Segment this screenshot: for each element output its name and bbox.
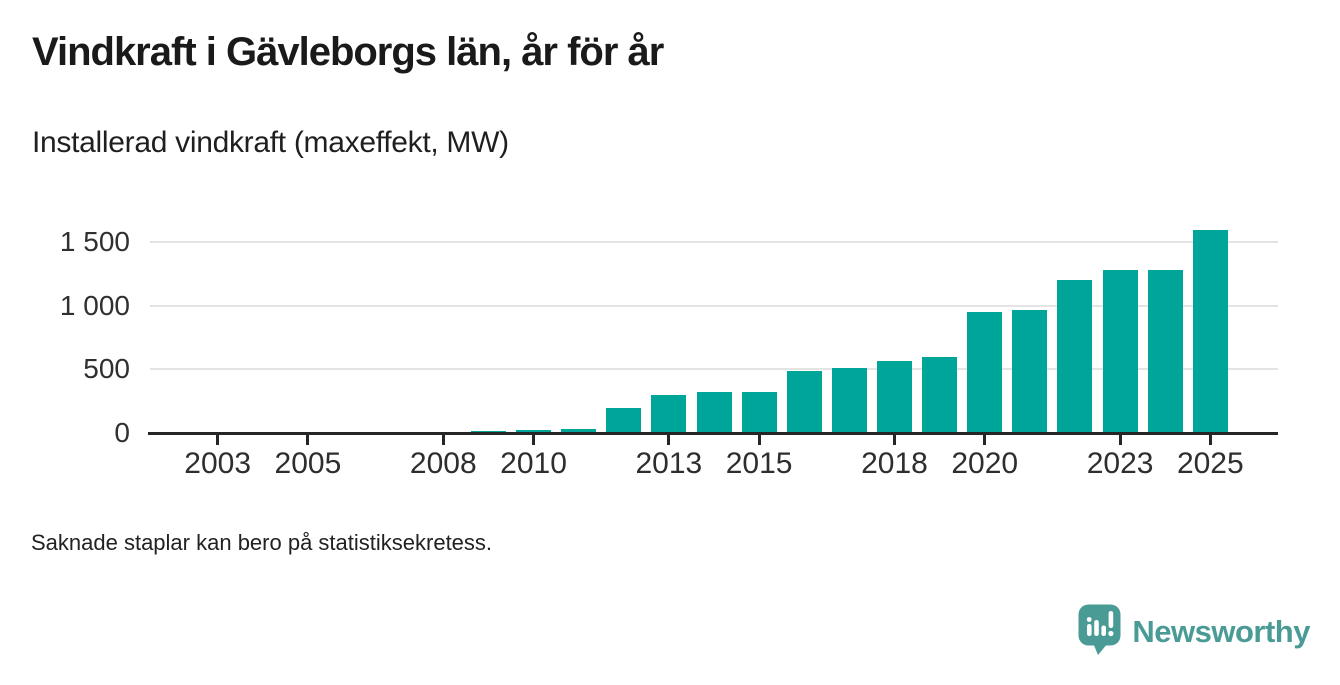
bar-2019 bbox=[922, 357, 958, 433]
bar-2017 bbox=[831, 368, 867, 433]
x-axis-tick bbox=[757, 435, 761, 445]
chart-title: Vindkraft i Gävleborgs län, år för år bbox=[32, 30, 664, 74]
bar-2016 bbox=[786, 371, 822, 433]
bar-2024 bbox=[1147, 270, 1183, 433]
x-axis-label: 2023 bbox=[1086, 447, 1154, 480]
x-axis-tick bbox=[306, 435, 310, 445]
bar-2011 bbox=[561, 429, 597, 433]
bar-2018 bbox=[876, 361, 912, 433]
x-axis-tick bbox=[983, 435, 987, 445]
bar-2014 bbox=[696, 392, 732, 433]
x-axis-label: 2010 bbox=[500, 447, 567, 480]
bar-2023 bbox=[1102, 270, 1138, 433]
x-axis-tick bbox=[667, 435, 671, 445]
x-axis-tick bbox=[216, 435, 220, 445]
x-axis-label: 2003 bbox=[184, 447, 252, 480]
bar-2013 bbox=[651, 395, 687, 433]
bar-2020 bbox=[967, 312, 1003, 433]
y-axis-label: 500 bbox=[83, 353, 130, 385]
y-axis-label: 0 bbox=[114, 417, 130, 448]
newsworthy-speech-bubble-chart-icon bbox=[1077, 603, 1122, 661]
bar-2012 bbox=[606, 408, 642, 433]
footnote: Saknade staplar kan bero på statistiksek… bbox=[31, 530, 493, 555]
bar-2021 bbox=[1012, 310, 1048, 433]
x-axis-label: 2018 bbox=[861, 447, 928, 480]
x-axis-tick bbox=[1118, 435, 1122, 445]
x-axis-tick bbox=[892, 435, 896, 445]
x-axis-tick bbox=[441, 435, 445, 445]
x-axis-label: 2025 bbox=[1176, 447, 1244, 480]
bar-2025 bbox=[1192, 230, 1228, 433]
x-axis-label: 2015 bbox=[725, 447, 793, 480]
gridline bbox=[150, 241, 1278, 244]
plot-area: 0 500 1 000 1 500 2003 2005 2008 2010 2013 2015 20… bbox=[60, 220, 1278, 480]
bar-2010 bbox=[516, 430, 552, 433]
gridline bbox=[150, 368, 1278, 371]
newsworthy-wordmark: Newsworthy bbox=[1132, 614, 1310, 649]
y-axis-label: 1 000 bbox=[59, 289, 130, 321]
x-axis-tick bbox=[532, 435, 536, 445]
chart-subtitle: Installerad vindkraft (maxeffekt, MW) bbox=[32, 126, 509, 159]
newsworthy-logo: Newsworthy bbox=[1077, 603, 1310, 661]
x-axis-tick bbox=[1208, 435, 1212, 445]
bar-2022 bbox=[1057, 280, 1093, 433]
x-axis-label: 2020 bbox=[951, 447, 1019, 480]
bar-2015 bbox=[741, 392, 777, 433]
y-axis-label: 1 500 bbox=[59, 226, 130, 258]
x-axis-label: 2013 bbox=[635, 447, 703, 480]
x-axis-line bbox=[148, 432, 1278, 435]
x-axis-label: 2005 bbox=[274, 447, 342, 480]
x-axis-label: 2008 bbox=[409, 447, 477, 480]
gridline bbox=[150, 304, 1278, 307]
